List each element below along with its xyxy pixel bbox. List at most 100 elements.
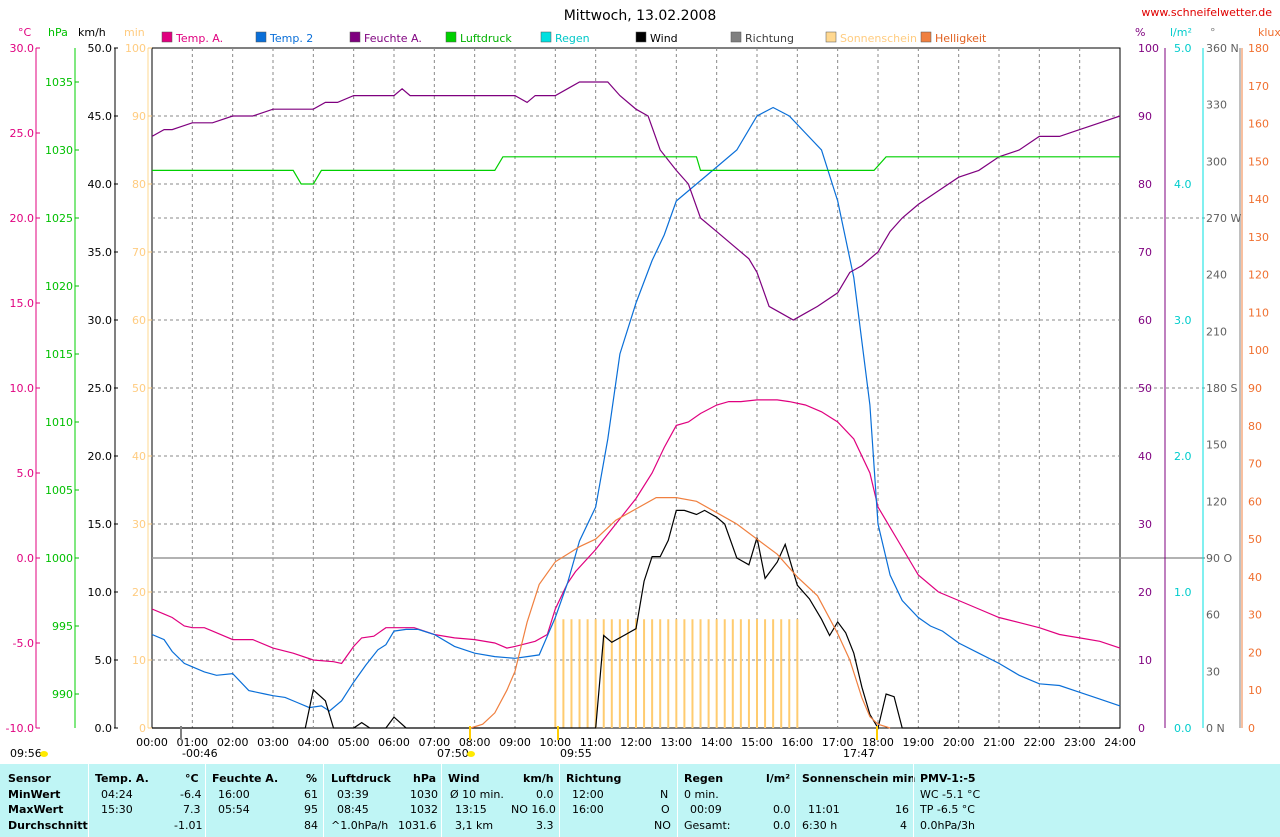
- time-tick-label: 00:00: [136, 736, 168, 749]
- time-tick-label: 03:00: [257, 736, 289, 749]
- sun-max-val: 16: [895, 803, 909, 816]
- time-tick-label: 07:00: [418, 736, 450, 749]
- time-tick-label: 14:00: [701, 736, 733, 749]
- wind-header: Wind: [448, 772, 480, 785]
- min-tick-label: 0: [139, 722, 146, 735]
- sun-max-time: 11:01: [808, 803, 840, 816]
- unit-label: °: [1210, 26, 1216, 39]
- klux-tick-label: 90: [1248, 382, 1262, 395]
- wind-distance: 3,1 km: [455, 819, 494, 832]
- pct-tick-label: 100: [1138, 42, 1159, 55]
- rain-tick-label: 2.0: [1174, 450, 1192, 463]
- legend-label: Temp. A.: [175, 32, 223, 45]
- rain-tick-label: 4.0: [1174, 178, 1192, 191]
- dir-tick-label: 210: [1206, 325, 1227, 338]
- time-tick-label: 01:00: [176, 736, 208, 749]
- pressure-min-val: 1030: [410, 788, 438, 801]
- pmv-windchill: WC -5.1 °C: [920, 788, 981, 801]
- series-line-helligkeit: [470, 497, 891, 729]
- kmh-tick-label: 5.0: [95, 654, 113, 667]
- klux-tick-label: 70: [1248, 458, 1262, 471]
- sunrise-label: 07:50: [437, 747, 469, 760]
- dir-tick-label: 90 O: [1206, 552, 1232, 565]
- legend-label: Luftdruck: [460, 32, 512, 45]
- time-tick-label: 10:00: [539, 736, 571, 749]
- unit-label: klux: [1258, 26, 1280, 39]
- sunrise-icon: [467, 751, 475, 757]
- legend-swatch: [161, 31, 173, 43]
- weather-chart: 30.0 25.0 20.0 15.0 10.0 5.0 0.0 -5.0 -10.0 1035 1…: [6, 6, 1280, 760]
- hpa-tick-label: 1020: [45, 280, 73, 293]
- time-tick-label: 12:00: [620, 736, 652, 749]
- min-tick-label: 70: [132, 246, 146, 259]
- dir-tick-label: 60: [1206, 609, 1220, 622]
- pressure-max-time: 08:45: [337, 803, 369, 816]
- klux-tick-label: 50: [1248, 533, 1262, 546]
- legend-label: Regen: [555, 32, 590, 45]
- klux-tick-label: 130: [1248, 231, 1269, 244]
- minwert-label: MinWert: [8, 788, 61, 801]
- pressure-min-time: 03:39: [337, 788, 369, 801]
- direction-header: Richtung: [566, 772, 622, 785]
- dir-tick-label: 180 S: [1206, 382, 1237, 395]
- min-tick-label: 80: [132, 178, 146, 191]
- hpa-tick-label: 990: [52, 688, 73, 701]
- unit-label: min: [124, 26, 145, 39]
- temp-tick-label: -10.0: [6, 722, 34, 735]
- humidity-min-val: 61: [304, 788, 318, 801]
- min-tick-label: 60: [132, 314, 146, 327]
- dir-tick-label: 270 W: [1206, 212, 1241, 225]
- sun-header: Sonnenschein min: [802, 772, 916, 785]
- time-tick-label: 05:00: [338, 736, 370, 749]
- rain-tick-label: 5.0: [1174, 42, 1192, 55]
- time-tick-label: 21:00: [983, 736, 1015, 749]
- wind-max-time: 13:15: [455, 803, 487, 816]
- humidity-unit: %: [306, 772, 318, 785]
- series-line-feuchte-a-: [151, 81, 1121, 321]
- kmh-tick-label: 50.0: [88, 42, 113, 55]
- hpa-tick-label: 1030: [45, 144, 73, 157]
- temp-unit: °C: [185, 772, 199, 785]
- legend-label: Sonnenschein: [840, 32, 917, 45]
- klux-tick-label: 110: [1248, 306, 1269, 319]
- pressure-header: Luftdruck: [331, 772, 391, 785]
- wind-min-label: Ø 10 min.: [450, 788, 504, 801]
- pct-tick-label: 10: [1138, 654, 1152, 667]
- temp-tick-label: 5.0: [17, 467, 35, 480]
- temp-tick-label: 25.0: [10, 127, 35, 140]
- time-tick-label: 22:00: [1023, 736, 1055, 749]
- min-tick-label: 20: [132, 586, 146, 599]
- unit-label: hPa: [48, 26, 68, 39]
- dir-tick-label: 30: [1206, 665, 1220, 678]
- hpa-tick-label: 1035: [45, 76, 73, 89]
- time-tick-label: 04:00: [297, 736, 329, 749]
- series-line-wind: [152, 509, 1120, 730]
- temp-header: Temp. A.: [95, 772, 149, 785]
- rain-total: 0.0: [773, 819, 791, 832]
- kmh-tick-label: 20.0: [88, 450, 113, 463]
- legend-swatch: [540, 31, 552, 43]
- series-line-temp-2: [151, 106, 1121, 712]
- pressure-unit: hPa: [413, 772, 437, 785]
- sun-icon: [40, 751, 48, 757]
- klux-tick-label: 10: [1248, 684, 1262, 697]
- temp-max-val: 7.3: [183, 803, 201, 816]
- dir-tick-label: 330: [1206, 99, 1227, 112]
- pct-tick-label: 60: [1138, 314, 1152, 327]
- legend-label: Wind: [650, 32, 678, 45]
- hpa-tick-label: 1010: [45, 416, 73, 429]
- time-tick-label: 17:00: [822, 736, 854, 749]
- legend-swatch: [255, 31, 267, 43]
- unit-label: km/h: [78, 26, 106, 39]
- temp-tick-label: 0.0: [17, 552, 35, 565]
- direction-avg: NO: [654, 819, 671, 832]
- sensor-header: Sensor: [8, 772, 51, 785]
- time-tick-label: 15:00: [741, 736, 773, 749]
- direction-max-val: O: [661, 803, 670, 816]
- kmh-tick-label: 15.0: [88, 518, 113, 531]
- pmv-dewpoint: TP -6.5 °C: [920, 803, 975, 816]
- time-tick-label: 02:00: [217, 736, 249, 749]
- pct-tick-label: 80: [1138, 178, 1152, 191]
- temp-max-time: 15:30: [101, 803, 133, 816]
- time-tick-label: 06:00: [378, 736, 410, 749]
